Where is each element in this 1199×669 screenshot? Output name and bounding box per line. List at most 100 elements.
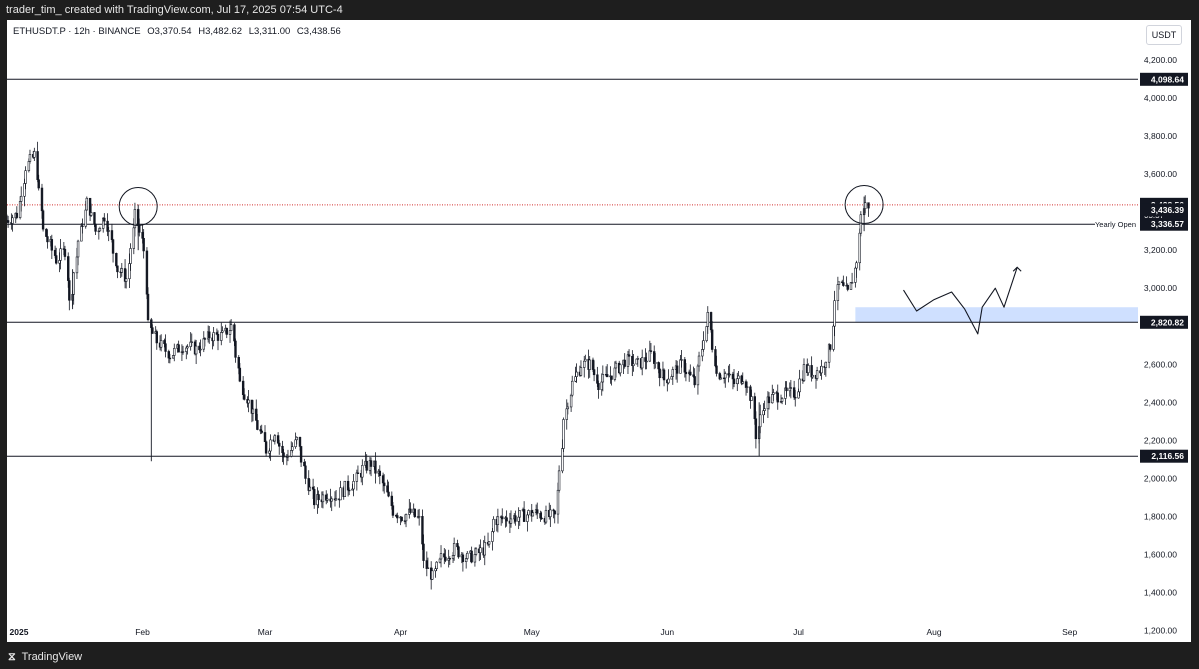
candle-body [750, 396, 753, 401]
candle-body [745, 386, 749, 388]
candle-body [702, 340, 705, 350]
candle-body [833, 300, 836, 327]
candle-body [339, 487, 342, 501]
chart-area[interactable]: Yearly Open 4,200.00 4,000.00 3,800.00 3,60… [7, 20, 1191, 642]
candle-body [229, 324, 233, 331]
candle-body [85, 197, 89, 211]
annotation-layer [118, 185, 1022, 335]
candle-body [151, 327, 154, 334]
candle-body [190, 341, 193, 343]
candle-body [221, 330, 224, 333]
candle-body [40, 187, 44, 212]
legend-high: H3,482.62 [198, 26, 243, 37]
candle-body [36, 151, 39, 181]
candle-body [202, 338, 205, 350]
candle-body [709, 312, 713, 331]
legend-close: C3,438.56 [296, 26, 341, 37]
tradingview-logo-icon: ⧖ [8, 651, 16, 663]
y-tick-label: 1,600.00 [1144, 549, 1177, 559]
candle-body [167, 351, 171, 359]
candle-body [434, 568, 437, 572]
candle-body [540, 517, 543, 520]
candle-body [94, 223, 97, 232]
candle-body [237, 357, 240, 369]
candle-body [798, 378, 801, 393]
level-price-label: 2,116.56 [1151, 451, 1184, 461]
candle-body [600, 381, 603, 391]
candle-body [146, 293, 150, 321]
candle-body [654, 362, 657, 364]
candle-body [269, 439, 272, 452]
candle-body [234, 340, 237, 358]
candle-body [413, 508, 416, 517]
candle-body [80, 225, 83, 242]
candle-body [273, 435, 277, 442]
y-tick-label: 3,200.00 [1144, 245, 1177, 255]
candle-body [474, 548, 478, 555]
candle-body [291, 446, 294, 451]
y-tick-label: 2,000.00 [1144, 473, 1177, 483]
candle-body [705, 326, 708, 341]
candle-body [24, 170, 27, 184]
candle-body [531, 512, 535, 517]
candle-body [762, 410, 765, 416]
level-price-label: 4,098.64 [1151, 74, 1184, 84]
candle-body [203, 338, 207, 340]
brand[interactable]: ⧖ TradingView [8, 645, 82, 669]
candle-body [58, 260, 61, 264]
candle-body [155, 331, 158, 344]
candle-body [133, 209, 137, 229]
candle-body [304, 465, 307, 479]
candle-body [67, 256, 70, 281]
price-chart[interactable]: Yearly Open 4,200.00 4,000.00 3,800.00 3,60… [7, 20, 1191, 642]
level-price-label: 3,336.57 [1151, 219, 1184, 229]
candle-body [400, 516, 403, 522]
candle-body [452, 543, 456, 556]
candle-body [347, 489, 351, 492]
candle-body [657, 362, 660, 370]
candle-body [623, 359, 626, 367]
candle-body [11, 217, 14, 224]
highlight-circle [844, 185, 884, 225]
currency-selector[interactable]: USDT [1146, 25, 1182, 45]
candle-body [575, 371, 578, 377]
candle-body [842, 282, 845, 286]
candle-body [326, 498, 329, 501]
candle-body [675, 365, 679, 374]
candle-body [374, 460, 377, 474]
y-tick-label: 4,000.00 [1144, 93, 1177, 103]
candle-body [680, 359, 683, 361]
candle-body [256, 420, 259, 430]
level-price-label: 2,820.82 [1151, 317, 1184, 327]
candle-body [518, 510, 521, 518]
candle-body [76, 240, 80, 258]
candle-body [89, 212, 93, 216]
candle-body [409, 508, 412, 513]
candle-body [185, 347, 188, 352]
candle-body [404, 514, 408, 522]
y-tick-label: 3,000.00 [1144, 283, 1177, 293]
candle-body [294, 439, 297, 448]
candle-body [556, 489, 560, 515]
symbol-legend: ETHUSDT.P · 12h · BINANCE O3,370.54 H3,4… [13, 26, 345, 37]
candle-body [679, 359, 682, 374]
x-tick-label: Aug [927, 627, 942, 637]
candle-body [255, 408, 258, 421]
candle-body [854, 267, 857, 283]
candle-body [683, 359, 687, 373]
projection-path [903, 267, 1018, 335]
candle-body [225, 327, 228, 335]
candle-body [479, 547, 482, 554]
candle-body [487, 541, 491, 545]
candle-body [98, 228, 102, 232]
legend-symbol: ETHUSDT.P · 12h · BINANCE [13, 26, 141, 37]
candle-body [448, 558, 451, 560]
candle-body [163, 340, 166, 345]
level-text: Yearly Open [1095, 220, 1136, 229]
highlight-circle [118, 186, 158, 226]
candle-body [378, 470, 382, 476]
candle-body [421, 516, 424, 545]
candle-body [850, 282, 854, 284]
candle-body [45, 228, 48, 237]
candle-body [111, 239, 115, 254]
